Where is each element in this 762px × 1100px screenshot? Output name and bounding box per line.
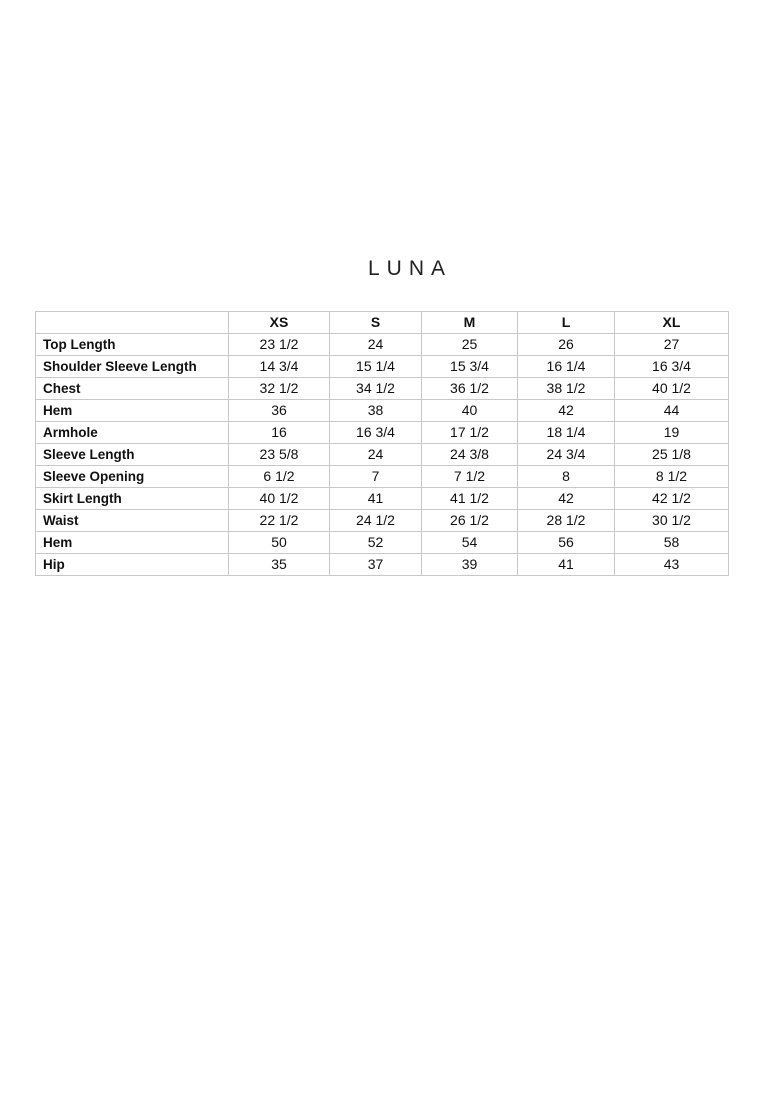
measurement-cell: 18 1/4	[517, 421, 615, 444]
measurement-cell: 52	[329, 531, 422, 554]
measurement-cell: 26	[517, 333, 615, 356]
measurement-cell: 42 1/2	[614, 487, 729, 510]
measurement-cell: 16 1/4	[517, 355, 615, 378]
page-title: LUNA	[367, 257, 453, 280]
table-row: Top Length 23 1/2 24 25 26 27	[35, 333, 729, 356]
measurement-cell: 24 3/4	[517, 443, 615, 466]
measurement-cell: 23 5/8	[228, 443, 330, 466]
measurement-cell: 22 1/2	[228, 509, 330, 532]
table-row: Sleeve Opening 6 1/2 7 7 1/2 8 8 1/2	[35, 465, 729, 488]
table-row: Chest 32 1/2 34 1/2 36 1/2 38 1/2 40 1/2	[35, 377, 729, 400]
row-label: Hip	[35, 553, 229, 576]
table-row: Hem 36 38 40 42 44	[35, 399, 729, 422]
table-row: Sleeve Length 23 5/8 24 24 3/8 24 3/4 25 1/8	[35, 443, 729, 466]
measurement-cell: 7	[329, 465, 422, 488]
measurement-cell: 16 3/4	[614, 355, 729, 378]
row-label: Chest	[35, 377, 229, 400]
measurement-cell: 38	[329, 399, 422, 422]
measurement-cell: 16 3/4	[329, 421, 422, 444]
measurement-cell: 36 1/2	[421, 377, 518, 400]
measurement-cell: 34 1/2	[329, 377, 422, 400]
header-row: XS S M L XL	[35, 311, 729, 334]
row-label: Armhole	[35, 421, 229, 444]
row-label: Shoulder Sleeve Length	[35, 355, 229, 378]
column-header	[35, 311, 229, 334]
measurement-cell: 16	[228, 421, 330, 444]
measurement-cell: 58	[614, 531, 729, 554]
column-header-xl: XL	[614, 311, 729, 334]
row-label: Skirt Length	[35, 487, 229, 510]
measurement-cell: 37	[329, 553, 422, 576]
measurement-cell: 40	[421, 399, 518, 422]
measurement-cell: 38 1/2	[517, 377, 615, 400]
measurement-cell: 24 1/2	[329, 509, 422, 532]
measurement-cell: 19	[614, 421, 729, 444]
measurement-cell: 27	[614, 333, 729, 356]
column-header-xs: XS	[228, 311, 330, 334]
column-header-m: M	[421, 311, 518, 334]
measurement-cell: 25	[421, 333, 518, 356]
measurement-cell: 50	[228, 531, 330, 554]
size-chart-table: XS S M L XL Top Length 23 1/2 24 25 26 27 Shou…	[35, 311, 729, 576]
measurement-cell: 32 1/2	[228, 377, 330, 400]
measurement-cell: 35	[228, 553, 330, 576]
row-label: Hem	[35, 531, 229, 554]
row-label: Hem	[35, 399, 229, 422]
table-row: Shoulder Sleeve Length 14 3/4 15 1/4 15 3/4…	[35, 355, 729, 378]
measurement-cell: 24	[329, 443, 422, 466]
measurement-cell: 42	[517, 399, 615, 422]
measurement-cell: 28 1/2	[517, 509, 615, 532]
measurement-cell: 44	[614, 399, 729, 422]
measurement-cell: 15 1/4	[329, 355, 422, 378]
measurement-cell: 17 1/2	[421, 421, 518, 444]
measurement-cell: 8 1/2	[614, 465, 729, 488]
measurement-cell: 7 1/2	[421, 465, 518, 488]
measurement-cell: 23 1/2	[228, 333, 330, 356]
column-header-s: S	[329, 311, 422, 334]
measurement-cell: 41 1/2	[421, 487, 518, 510]
measurement-cell: 26 1/2	[421, 509, 518, 532]
measurement-cell: 36	[228, 399, 330, 422]
row-label: Sleeve Length	[35, 443, 229, 466]
measurement-cell: 40 1/2	[228, 487, 330, 510]
table-row: Skirt Length 40 1/2 41 41 1/2 42 42 1/2	[35, 487, 729, 510]
measurement-cell: 54	[421, 531, 518, 554]
table-row: Hem 50 52 54 56 58	[35, 531, 729, 554]
measurement-cell: 14 3/4	[228, 355, 330, 378]
measurement-cell: 30 1/2	[614, 509, 729, 532]
measurement-cell: 6 1/2	[228, 465, 330, 488]
table-row: Waist 22 1/2 24 1/2 26 1/2 28 1/2 30 1/2	[35, 509, 729, 532]
measurement-cell: 42	[517, 487, 615, 510]
measurement-cell: 56	[517, 531, 615, 554]
measurement-cell: 41	[329, 487, 422, 510]
column-header-l: L	[517, 311, 615, 334]
row-label: Sleeve Opening	[35, 465, 229, 488]
row-label: Top Length	[35, 333, 229, 356]
table-row: Armhole 16 16 3/4 17 1/2 18 1/4 19	[35, 421, 729, 444]
measurement-cell: 15 3/4	[421, 355, 518, 378]
measurement-cell: 43	[614, 553, 729, 576]
measurement-cell: 8	[517, 465, 615, 488]
measurement-cell: 25 1/8	[614, 443, 729, 466]
row-label: Waist	[35, 509, 229, 532]
measurement-cell: 39	[421, 553, 518, 576]
measurement-cell: 41	[517, 553, 615, 576]
measurement-cell: 24 3/8	[421, 443, 518, 466]
measurement-cell: 40 1/2	[614, 377, 729, 400]
measurement-cell: 24	[329, 333, 422, 356]
table-row: Hip 35 37 39 41 43	[35, 553, 729, 576]
